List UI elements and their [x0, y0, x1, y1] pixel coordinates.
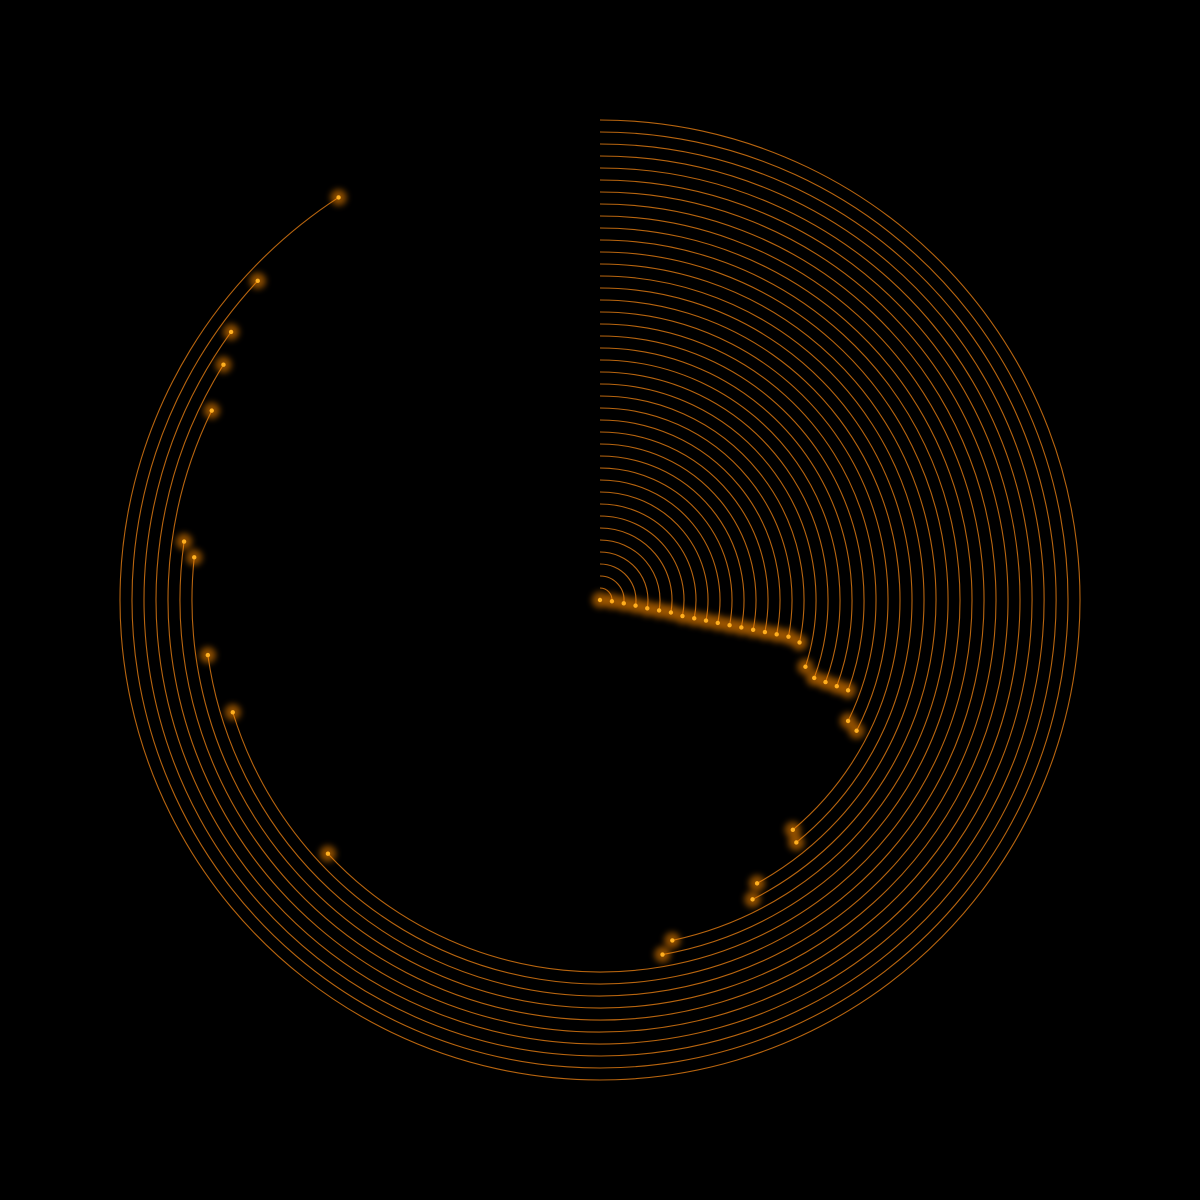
endpoint-dot-27 — [754, 881, 760, 886]
endpoint-dot-5 — [656, 608, 662, 613]
ring-arc-19 — [599, 371, 829, 679]
ring-arc-11 — [599, 467, 733, 626]
ring-arc-29 — [599, 251, 949, 941]
endpoint-dot-28 — [750, 897, 755, 902]
endpoint-dot-31 — [325, 851, 331, 856]
center-dot — [597, 597, 603, 603]
ring-arc-36 — [167, 167, 1033, 1033]
ring-arc-23 — [599, 323, 877, 722]
ring-arc-28 — [599, 263, 937, 900]
ring-arc-39 — [131, 131, 1069, 1069]
endpoint-dot-39 — [255, 278, 260, 284]
endpoint-dot-36 — [209, 408, 214, 413]
ring-arc-16 — [599, 407, 793, 637]
ring-arc-18 — [599, 383, 817, 667]
endpoint-dot-17 — [797, 640, 802, 645]
ring-arc-12 — [599, 455, 745, 628]
ring-arc-30 — [599, 239, 961, 956]
ring-arc-5 — [599, 539, 661, 611]
endpoint-dot-35 — [181, 539, 187, 544]
ring-arc-9 — [599, 491, 709, 621]
ring-arc-6 — [599, 527, 673, 613]
ring-arc-22 — [599, 335, 865, 691]
endpoint-dot-1 — [609, 599, 615, 604]
ring-arc-14 — [599, 431, 769, 633]
endpoint-dot-2 — [621, 601, 626, 606]
endpoint-dot-21 — [834, 683, 839, 689]
ring-arc-15 — [599, 419, 781, 635]
endpoint-dot-32 — [230, 710, 235, 715]
ring-arc-24 — [599, 311, 889, 731]
ring-arc-10 — [599, 479, 721, 624]
endpoint-dot-group — [176, 189, 865, 963]
ring-arc-35 — [179, 179, 1021, 1021]
endpoint-dot-23 — [845, 718, 851, 724]
endpoint-dot-29 — [670, 938, 675, 943]
endpoint-dot-20 — [823, 679, 828, 685]
endpoint-dot-3 — [633, 603, 638, 608]
endpoint-dot-6 — [668, 610, 674, 615]
ring-arc-17 — [599, 395, 805, 643]
ring-arc-32 — [232, 215, 985, 985]
ring-arc-33 — [207, 203, 997, 997]
ring-arc-21 — [599, 347, 853, 687]
endpoint-dot-9 — [703, 618, 709, 623]
arc-group — [119, 119, 1081, 1081]
ring-arc-31 — [327, 227, 973, 973]
endpoint-dot-18 — [803, 664, 808, 669]
ring-arc-7 — [599, 515, 685, 617]
ring-arc-40 — [119, 119, 1081, 1081]
ring-arc-38 — [143, 143, 1057, 1057]
endpoint-dot-22 — [845, 688, 851, 693]
ring-arc-26 — [599, 287, 913, 843]
endpoint-dot-30 — [660, 952, 665, 957]
ring-arc-34 — [191, 191, 1009, 1009]
endpoint-dot-16 — [786, 634, 791, 639]
ring-arc-8 — [599, 503, 697, 619]
ring-arc-27 — [599, 275, 925, 884]
endpoint-dot-26 — [794, 840, 799, 845]
endpoint-dot-24 — [854, 728, 859, 733]
ring-arc-37 — [155, 155, 1045, 1045]
ring-arc-25 — [599, 299, 901, 831]
ring-arc-20 — [599, 359, 841, 683]
endpoint-dot-4 — [645, 606, 650, 611]
ring-arc-13 — [599, 443, 757, 630]
endpoint-dot-34 — [192, 555, 197, 560]
endpoint-dot-7 — [680, 613, 685, 619]
ring-arc-4 — [599, 551, 649, 609]
endpoint-dot-10 — [715, 620, 720, 626]
endpoint-dot-15 — [774, 632, 779, 637]
endpoint-dot-13 — [750, 627, 756, 632]
endpoint-dot-19 — [812, 675, 817, 681]
endpoint-dot-40 — [336, 195, 341, 200]
endpoint-dot-33 — [205, 652, 211, 658]
endpoint-dot-25 — [790, 827, 796, 833]
endpoint-dot-11 — [727, 622, 732, 628]
endpoint-dot-8 — [692, 616, 697, 621]
endpoint-dot-12 — [739, 625, 744, 630]
endpoint-dot-37 — [221, 362, 226, 367]
endpoint-dot-38 — [228, 329, 234, 335]
endpoint-dot-14 — [762, 629, 768, 635]
